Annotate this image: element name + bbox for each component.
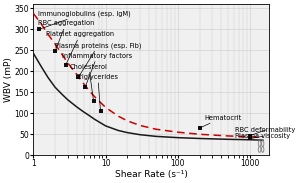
Point bbox=[98, 110, 103, 113]
X-axis label: Shear Rate (s⁻¹): Shear Rate (s⁻¹) bbox=[115, 170, 188, 179]
Point bbox=[248, 134, 253, 137]
Point bbox=[63, 64, 68, 66]
Point bbox=[83, 86, 88, 89]
Point bbox=[76, 76, 81, 79]
Text: Platelet aggregation: Platelet aggregation bbox=[46, 31, 114, 65]
Point bbox=[37, 28, 41, 31]
Point bbox=[197, 126, 202, 129]
Text: Hematocrit: Hematocrit bbox=[200, 115, 241, 128]
Text: Plasma proteins (esp. Fib): Plasma proteins (esp. Fib) bbox=[55, 42, 142, 77]
Text: RBC aggregation: RBC aggregation bbox=[38, 20, 94, 51]
Text: Cholesterol: Cholesterol bbox=[70, 64, 108, 101]
Y-axis label: WBV (mP): WBV (mP) bbox=[4, 57, 13, 102]
Text: Inflammatory factors: Inflammatory factors bbox=[62, 53, 132, 87]
Point bbox=[248, 137, 253, 140]
Point bbox=[53, 50, 58, 53]
Point bbox=[91, 99, 96, 102]
Text: Immunoglobulins (esp. IgM): Immunoglobulins (esp. IgM) bbox=[38, 10, 130, 29]
Text: Plasma viscosity: Plasma viscosity bbox=[235, 133, 290, 139]
Text: RBC deformability: RBC deformability bbox=[235, 127, 296, 136]
Text: Triglycerides: Triglycerides bbox=[77, 74, 119, 111]
